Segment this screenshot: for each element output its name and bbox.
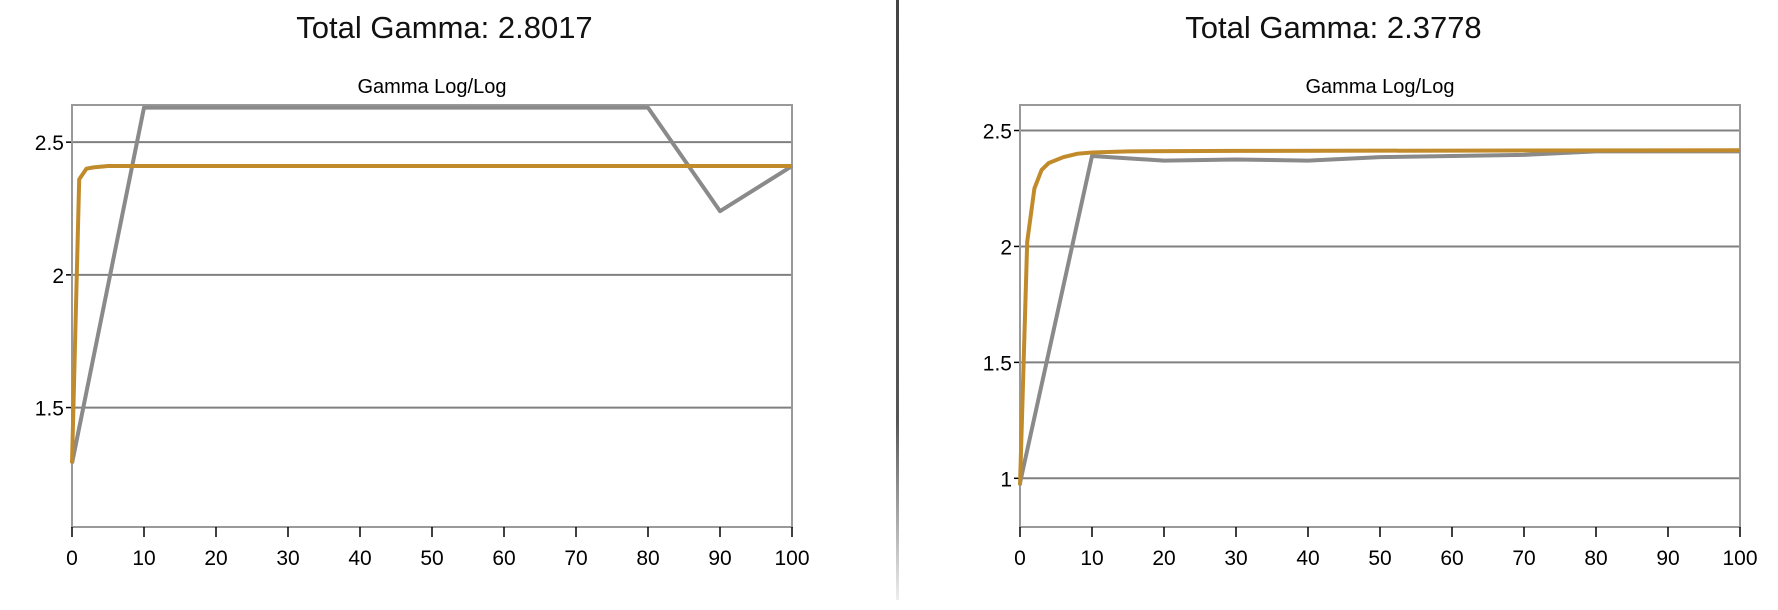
chart-panel-left: Total Gamma: 2.8017 Gamma Log/Log 1.5 2 2.5… [35,10,810,570]
x-tick-label: 90 [708,547,731,570]
panel-divider [896,0,899,600]
x-tick-label: 10 [132,547,155,570]
x-tick-label: 100 [1722,547,1757,570]
x-tick-label: 60 [1440,547,1463,570]
total-gamma-title: Total Gamma: 2.3778 [1185,10,1482,45]
x-tick-label: 60 [492,547,515,570]
chart-title: Gamma Log/Log [1306,76,1455,98]
y-tick-label: 1 [1000,468,1012,491]
plot-frame [71,104,793,528]
series-line-target [70,164,792,464]
y-tick-label: 1.5 [35,398,64,421]
x-tick-label: 10 [1080,547,1103,570]
x-tick-label: 50 [1368,547,1391,570]
x-tick-label: 20 [204,547,227,570]
x-tick-label: 0 [1014,547,1026,570]
x-tick-label: 80 [1584,547,1607,570]
x-tick-label: 80 [636,547,659,570]
chart-panel-right: Total Gamma: 2.3778 Gamma Log/Log 1 1.5 2 2.… [889,0,1778,610]
x-tick-label: 50 [420,547,443,570]
x-tick-label: 100 [774,547,809,570]
x-tick-label: 30 [276,547,299,570]
y-tick-label: 2.5 [983,121,1012,144]
chart-title: Gamma Log/Log [358,76,507,98]
series-line-measured [1018,149,1740,484]
x-tick-label: 40 [1296,547,1319,570]
x-tick-label: 0 [66,547,78,570]
x-tick-label: 30 [1224,547,1247,570]
gamma-chart-left: Gamma Log/Log 1.5 2 2.5 0 10 20 30 40 50 60 70 80 90 1… [35,76,810,570]
gamma-chart-right: Gamma Log/Log 1 1.5 2 2.5 0 10 20 30 40 50 60 70 80 90… [983,76,1758,570]
y-tick-label: 2 [52,265,64,288]
plot-frame [1019,104,1741,528]
y-tick-label: 1.5 [983,352,1012,375]
x-tick-label: 20 [1152,547,1175,570]
y-tick-label: 2.5 [35,132,64,155]
x-tick-label: 70 [564,547,587,570]
x-tick-label: 70 [1512,547,1535,570]
y-tick-label: 2 [1000,236,1012,259]
total-gamma-title: Total Gamma: 2.8017 [296,10,593,45]
series-line-target [1018,148,1741,486]
series-line-measured [70,105,794,464]
x-tick-label: 90 [1656,547,1679,570]
x-tick-label: 40 [348,547,371,570]
